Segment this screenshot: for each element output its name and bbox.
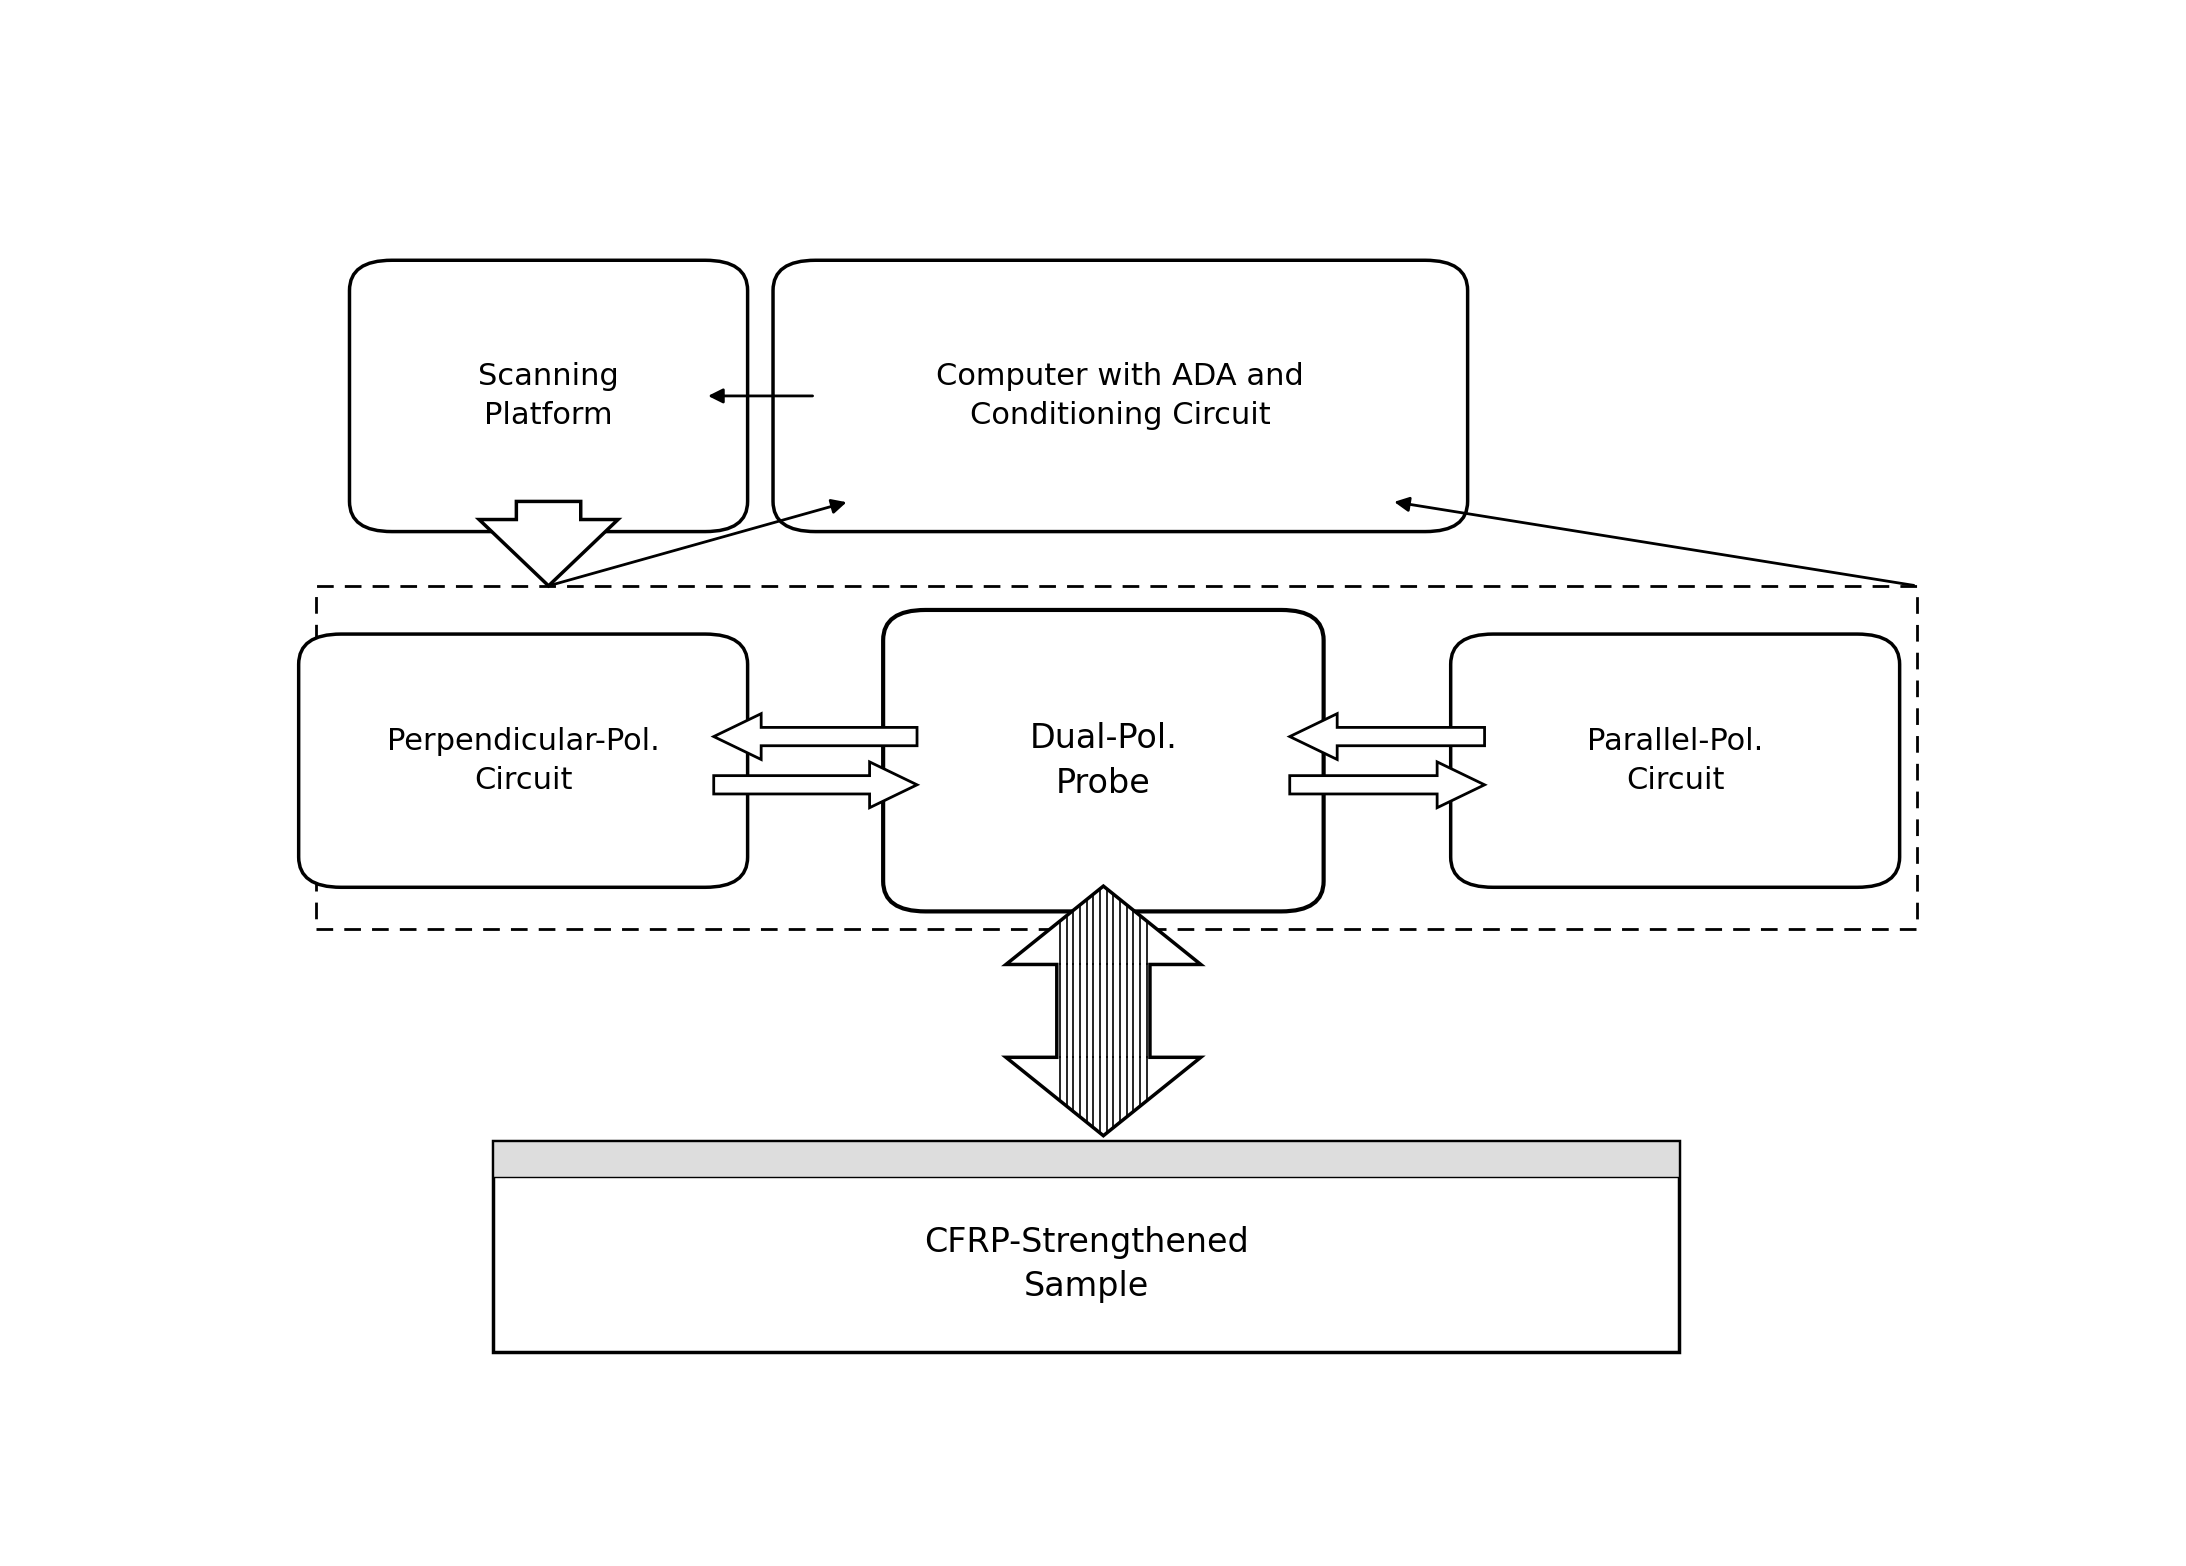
Polygon shape <box>1290 763 1484 808</box>
Polygon shape <box>1290 714 1484 760</box>
Text: Perpendicular-Pol.
Circuit: Perpendicular-Pol. Circuit <box>387 727 660 796</box>
FancyBboxPatch shape <box>1452 634 1900 888</box>
Bar <box>315 586 1917 930</box>
Text: Scanning
Platform: Scanning Platform <box>479 362 619 431</box>
FancyBboxPatch shape <box>350 260 748 531</box>
FancyBboxPatch shape <box>774 260 1467 531</box>
Text: Parallel-Pol.
Circuit: Parallel-Pol. Circuit <box>1587 727 1764 796</box>
Text: Computer with ADA and
Conditioning Circuit: Computer with ADA and Conditioning Circu… <box>936 362 1305 431</box>
Polygon shape <box>479 501 619 586</box>
Polygon shape <box>713 763 918 808</box>
Text: Dual-Pol.
Probe: Dual-Pol. Probe <box>1030 722 1178 800</box>
Text: CFRP-Strengthened
Sample: CFRP-Strengthened Sample <box>925 1226 1248 1303</box>
Bar <box>494 1140 1679 1351</box>
Polygon shape <box>713 714 918 760</box>
FancyBboxPatch shape <box>299 634 748 888</box>
Bar <box>494 1140 1679 1178</box>
Polygon shape <box>1006 886 1200 1135</box>
FancyBboxPatch shape <box>883 611 1325 911</box>
